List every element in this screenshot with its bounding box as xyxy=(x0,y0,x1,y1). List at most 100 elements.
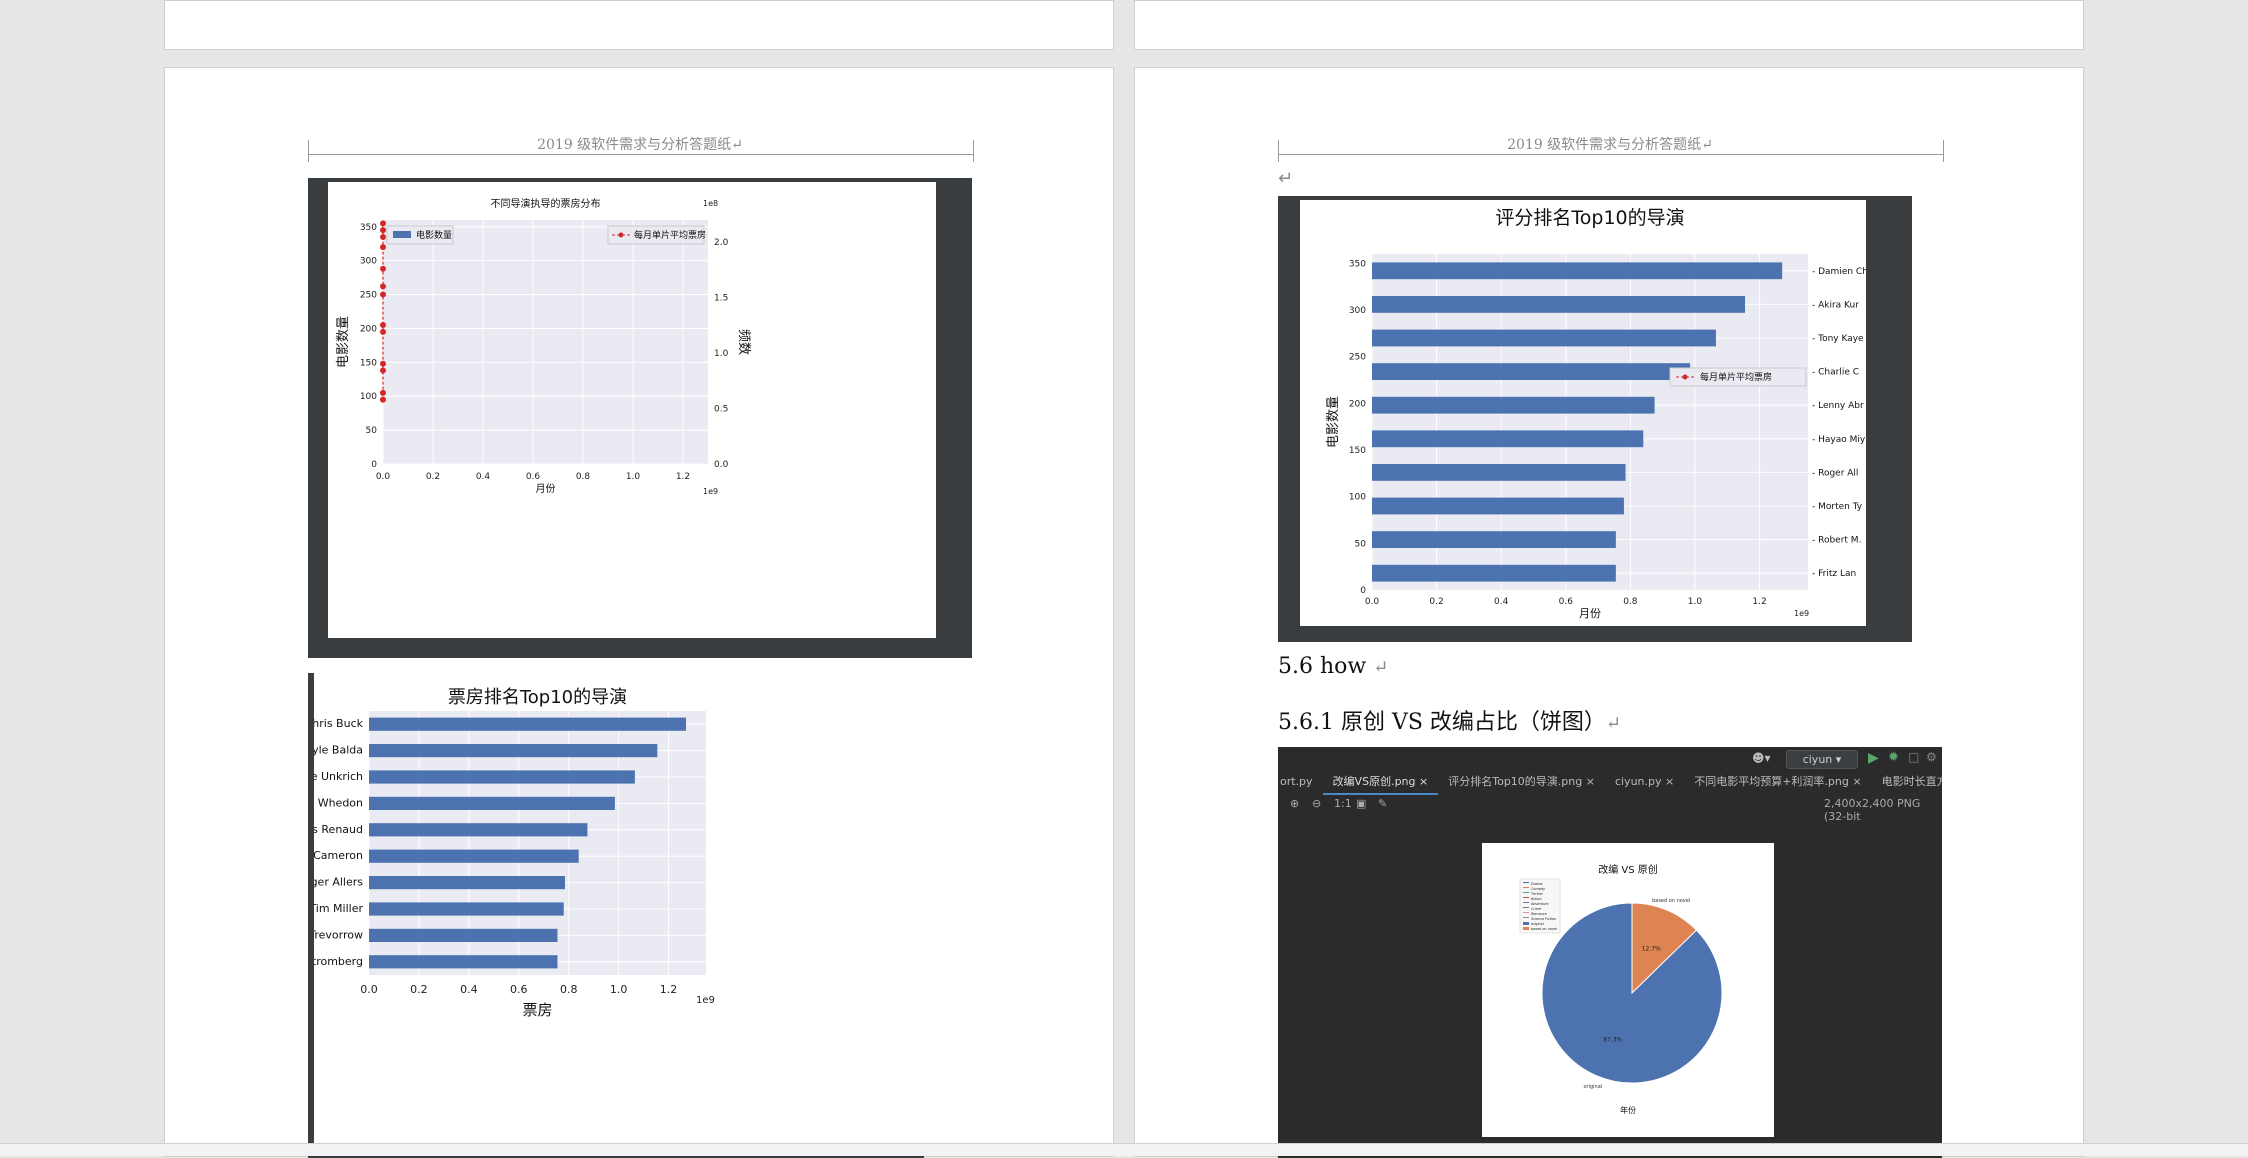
bar xyxy=(1372,363,1691,380)
x-tick-label: 1.0 xyxy=(610,983,628,996)
tab-adapted-vs-original[interactable]: 改编VS原创.png × xyxy=(1322,771,1439,795)
x-axis-label: 票房 xyxy=(522,1001,552,1019)
legend-swatch xyxy=(1523,882,1529,883)
y2-tick-label: 0.0 xyxy=(714,460,729,470)
category-label: - Tony Kaye xyxy=(1812,334,1864,344)
x-multiplier: 1e9 xyxy=(703,487,718,496)
project-selector[interactable]: ciyun ▾ xyxy=(1786,750,1858,769)
legend-label: Comedy xyxy=(1531,887,1545,891)
user-icon[interactable]: ☻▾ xyxy=(1752,751,1771,765)
bar xyxy=(369,744,658,758)
chart-title: 评分排名Top10的导演 xyxy=(1495,207,1684,229)
chart2-screenshot: 0.0 0.2 0.4 0.6 0.8 1.0 1.2 Chris Buck Kyle Bald… xyxy=(280,673,924,1158)
series-point xyxy=(380,220,386,227)
status-bar xyxy=(0,1143,2248,1156)
x-tick-label: 0.8 xyxy=(576,472,591,482)
y-tick-label: 100 xyxy=(360,392,377,402)
run-icon[interactable]: ▶ xyxy=(1868,750,1879,766)
prev-page-left xyxy=(164,0,1114,50)
bar xyxy=(369,955,558,969)
x-multiplier: 1e9 xyxy=(696,995,715,1006)
category-label: - Damien Ch xyxy=(1812,267,1866,277)
tab-ort-py[interactable]: ort.py xyxy=(1280,775,1313,788)
series-point xyxy=(380,396,386,403)
tab-ciyun-py[interactable]: ciyun.py × xyxy=(1614,775,1675,788)
x-tick-label: 1.2 xyxy=(676,472,690,482)
bar xyxy=(369,823,588,837)
category-label: - Charlie C xyxy=(1812,368,1859,378)
top10-rated-directors-chart: 0.0 0.2 0.4 0.6 0.8 1.0 1.2 - Damien Ch - Akira … xyxy=(1326,207,1868,620)
y-tick-label: 100 xyxy=(1349,493,1366,503)
zoom-in-icon[interactable]: ⊕ xyxy=(1290,797,1300,810)
y-tick-label: 200 xyxy=(1349,399,1366,409)
legend-left-swatch xyxy=(393,231,411,238)
y-axis-label: 电影数量 xyxy=(1326,396,1341,448)
chart-title: 票房排名Top10的导演 xyxy=(448,687,627,708)
y-tick-label: 350 xyxy=(360,223,377,233)
legend-label: Thriller xyxy=(1530,892,1544,896)
zoom-out-icon[interactable]: ⊖ xyxy=(1312,797,1322,810)
document-page-left: 2019 级软件需求与分析答题纸↵ 0.0 0.2 0.4 0.6 0.8 1.0 1.2 0… xyxy=(164,67,1114,1158)
coverage-icon[interactable]: ⚙ xyxy=(1926,750,1937,764)
actual-size-button[interactable]: 1:1 xyxy=(1334,797,1352,810)
legend-left-box xyxy=(386,225,454,245)
legend-label: Drama xyxy=(1531,882,1542,886)
series-point xyxy=(380,367,386,374)
stop-icon[interactable]: □ xyxy=(1908,750,1920,764)
legend-swatch xyxy=(1523,922,1529,925)
legend-label: Romance xyxy=(1531,912,1547,916)
bar xyxy=(369,902,564,916)
x-tick-label: 0.6 xyxy=(526,472,541,482)
legend-label: 每月单片平均票房 xyxy=(1700,371,1772,383)
series-point xyxy=(380,322,386,329)
section-heading-5-6-1: 5.6.1 原创 VS 改编占比（饼图）↵ xyxy=(1278,710,1622,735)
category-label: - Fritz Lan xyxy=(1812,569,1856,579)
chart1-screenshot: 0.0 0.2 0.4 0.6 0.8 1.0 1.2 0 50 100 150 200 250 300 3… xyxy=(308,178,972,658)
legend-label: based on novel xyxy=(1531,927,1557,931)
legend-left-label: 电影数量 xyxy=(416,229,452,241)
series-point xyxy=(380,265,386,272)
pie-pct-label: 12.7% xyxy=(1642,945,1661,952)
category-label: ames Cameron xyxy=(314,849,363,862)
series-point xyxy=(380,360,386,367)
bar xyxy=(1372,464,1626,481)
bar xyxy=(1372,531,1616,548)
category-label: rt Stromberg xyxy=(314,955,363,968)
category-label: Chris Renaud xyxy=(314,823,363,836)
category-label: Tim Miller xyxy=(314,902,363,915)
bar xyxy=(1372,262,1783,280)
legend-swatch xyxy=(1523,902,1529,903)
x-tick-label: 0.4 xyxy=(1494,597,1509,607)
legend-swatch xyxy=(1523,897,1529,898)
category-label: - Hayao Miy xyxy=(1812,435,1866,445)
legend-label: Crime xyxy=(1531,907,1541,911)
category-label: Chris Buck xyxy=(314,717,364,730)
y-tick-label: 350 xyxy=(1349,259,1366,269)
ide-toolbar: ☻▾ ciyun ▾ ▶ ✹ □ ⚙ xyxy=(1278,747,1942,771)
image-info: 2,400x2,400 PNG (32-bit xyxy=(1824,797,1921,823)
fit-icon[interactable]: ▣ xyxy=(1356,797,1367,810)
category-label: - Lenny Abr xyxy=(1812,401,1864,411)
category-label: Joss Whedon xyxy=(314,796,363,809)
x-tick-label: 1.2 xyxy=(660,983,678,996)
debug-icon[interactable]: ✹ xyxy=(1888,750,1899,765)
y-tick-label: 150 xyxy=(360,358,377,368)
prev-page-right xyxy=(1134,0,2084,50)
legend-label: original xyxy=(1531,922,1544,926)
legend-right-marker xyxy=(618,232,624,238)
category-label: Kyle Balda xyxy=(314,744,363,757)
bar xyxy=(369,717,687,731)
y-tick-label: 50 xyxy=(366,426,378,436)
tab-runtime-hist[interactable]: 电影时长直方 xyxy=(1881,775,1942,788)
x-multiplier: 1e9 xyxy=(1794,609,1809,618)
y-tick-label: 50 xyxy=(1355,539,1367,549)
color-picker-icon[interactable]: ✎ xyxy=(1378,797,1388,810)
bar xyxy=(1372,329,1716,347)
top10-box-office-directors-chart: 0.0 0.2 0.4 0.6 0.8 1.0 1.2 Chris Buck Kyle Bald… xyxy=(280,687,715,1019)
category-label: - Akira Kur xyxy=(1812,300,1859,310)
tab-top10-rated[interactable]: 评分排名Top10的导演.png × xyxy=(1448,775,1595,788)
page-header: 2019 级软件需求与分析答题纸↵ xyxy=(1507,137,1713,153)
editor-tabs: ort.py 改编VS原创.png × 评分排名Top10的导演.png × ciyu… xyxy=(1278,771,1942,795)
tab-budget-profit[interactable]: 不同电影平均预算+利润率.png × xyxy=(1694,775,1862,788)
y-tick-label: 0 xyxy=(371,460,377,470)
